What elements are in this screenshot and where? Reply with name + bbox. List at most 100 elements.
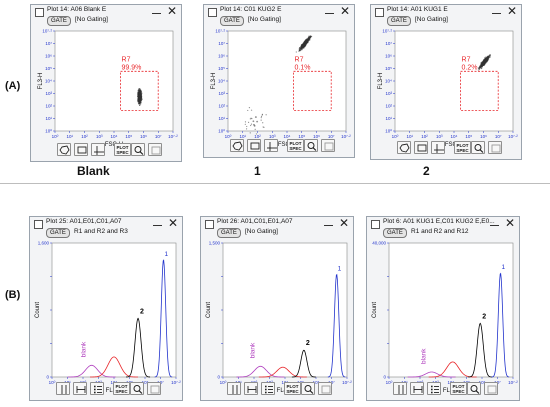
marker-icon [398,385,404,394]
quadrant-gate-button[interactable] [264,139,278,152]
rectangle-gate-button[interactable] [74,143,88,156]
close-icon[interactable]: ✕ [339,4,350,18]
panel-checkbox[interactable] [208,8,217,17]
scatter-event [300,48,302,50]
minimize-icon[interactable] [490,225,499,226]
scatter-plot-panel[interactable]: Plot 14: A01 KUG1 E GATE [No Gating] ✕ 10⁰ 10… [370,4,522,160]
panel-titlebar: Plot 6: A01 KUG1 E,C01 KUG2 E,E0... GATE R… [367,217,519,241]
panel-checkbox[interactable] [371,220,380,229]
minimize-icon[interactable] [324,225,333,226]
y-tick-label: 1,600 [38,241,50,246]
expand-button[interactable] [484,382,498,395]
gate-r7[interactable] [460,70,499,111]
plot-spec-button[interactable]: PLOT SPEC [287,139,304,152]
panel-checkbox[interactable] [35,8,44,17]
expand-button[interactable] [318,382,332,395]
x-tick-label: 10⁶ [140,134,147,139]
gate-button[interactable]: GATE [220,16,244,26]
minimize-icon[interactable] [492,13,501,14]
plot-area [394,30,514,132]
gate-button[interactable]: GATE [383,228,407,238]
zoom-button[interactable] [131,143,145,156]
panel-checkbox[interactable] [205,220,214,229]
plot-toolbar: PLOT SPEC [56,382,166,396]
scatter-event [298,48,300,50]
scatter-event [478,67,480,69]
panel-titlebar: Plot 14: A06 Blank E GATE [No Gating] ✕ [31,5,181,29]
close-icon[interactable]: ✕ [506,4,517,18]
plot-spec-button[interactable]: PLOT SPEC [114,143,131,156]
expand-icon [150,385,160,394]
gate-button[interactable]: GATE [387,16,411,26]
close-icon[interactable]: ✕ [167,216,178,230]
y-axis-label: FL3-H [378,73,384,90]
quadrant-gate-button[interactable] [431,141,445,154]
y-axis-label: FL3-H [211,73,217,90]
plot-toolbar: PLOT SPEC [230,139,340,153]
minimize-icon[interactable] [152,13,161,14]
histogram-panel[interactable]: Plot 6: A01 KUG1 E,C01 KUG2 E,E0... GATE R… [366,216,520,401]
panel-checkbox[interactable] [34,220,43,229]
list-gate-button[interactable] [90,382,104,395]
plot-spec-button[interactable]: PLOT SPEC [454,141,471,154]
expand-button[interactable] [488,141,502,154]
minimize-icon[interactable] [325,13,334,14]
polygon-gate-button[interactable] [397,141,411,154]
gate-button[interactable]: GATE [47,16,71,26]
scatter-event [489,55,491,57]
rectangle-gate-button[interactable] [247,139,261,152]
polygon-gate-button[interactable] [230,139,244,152]
x-tick-label: 10⁷ [155,134,162,139]
polygon-gate-button[interactable] [57,143,71,156]
x-tick-label: 10⁰ [49,380,56,385]
rectangle-gate-button[interactable] [414,141,428,154]
close-icon[interactable]: ✕ [338,216,349,230]
gate-percent-label: 0.2% [462,64,478,71]
histogram-panel[interactable]: Plot 25: A01,E01,C01,A07 GATE R1 and R2 an… [29,216,183,401]
plot-spec-button[interactable]: PLOT SPEC [113,382,130,395]
scatter-plot-panel[interactable]: Plot 14: C01 KUG2 E GATE [No Gating] ✕ 10⁰ 10… [203,4,355,158]
list-gate-button[interactable] [427,382,441,395]
plot-spec-label: PLOT [289,141,302,146]
histogram-panel[interactable]: Plot 26: A01,C01,E01,A07 GATE [No Gating] ✕… [200,216,354,401]
zoom-button[interactable] [301,382,315,395]
gate-text: [No Gating] [248,16,281,23]
histogram-plot: 10⁰10¹10²10³10⁴10⁵10⁶10⁷10⁷·²FL3-ACount0… [372,241,518,395]
marker-gate-button[interactable] [227,382,241,395]
range-gate-button[interactable] [410,382,424,395]
x-tick-label: 10⁷·² [168,134,178,139]
plot-spec-button[interactable]: PLOT SPEC [450,382,467,395]
gate-button[interactable]: GATE [46,228,70,238]
expand-button[interactable] [321,139,335,152]
marker-gate-button[interactable] [393,382,407,395]
panel-title: Plot 26: A01,C01,E01,A07 [217,218,293,225]
zoom-button[interactable] [471,141,485,154]
y-tick-label: 10¹ [385,116,392,121]
gate-r7[interactable] [120,70,159,111]
expand-button[interactable] [147,382,161,395]
quadrant-gate-button[interactable] [91,143,105,156]
gate-r7[interactable] [293,70,332,111]
gate-text: R1 and R2 and R12 [411,228,469,235]
close-icon[interactable]: ✕ [504,216,515,230]
close-icon[interactable]: ✕ [166,4,177,18]
series-label-1: 1 [338,265,342,272]
expand-icon [321,385,331,394]
list-gate-button[interactable] [261,382,275,395]
expand-button[interactable] [148,143,162,156]
zoom-button[interactable] [467,382,481,395]
range-gate-button[interactable] [73,382,87,395]
x-tick-label: 10⁷ [495,134,502,139]
plot-spec-button[interactable]: PLOT SPEC [284,382,301,395]
zoom-button[interactable] [304,139,318,152]
gate-button[interactable]: GATE [217,228,241,238]
zoom-button[interactable] [130,382,144,395]
expand-icon [487,385,497,394]
y-tick-label: 1,500 [209,241,221,246]
minimize-icon[interactable] [153,225,162,226]
range-gate-button[interactable] [244,382,258,395]
marker-gate-button[interactable] [56,382,70,395]
panel-checkbox[interactable] [375,8,384,17]
zoom-icon [134,146,144,155]
scatter-plot-panel[interactable]: Plot 14: A06 Blank E GATE [No Gating] ✕ 10⁰ 1… [30,4,182,162]
